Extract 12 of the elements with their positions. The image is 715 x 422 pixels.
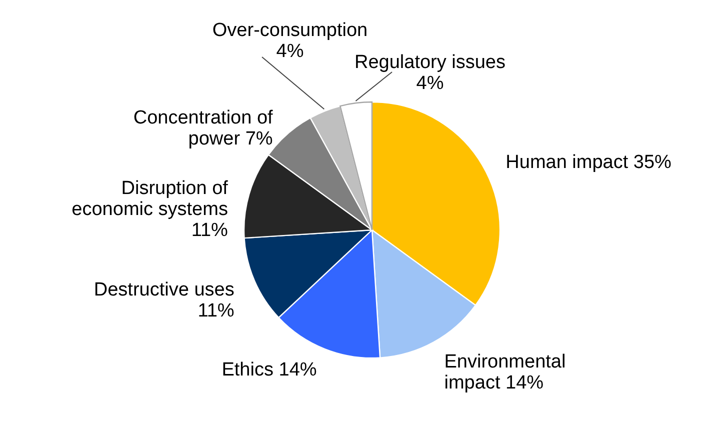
slice-label: Destructive uses bbox=[94, 280, 234, 301]
slice-label: Over-consumption bbox=[212, 20, 368, 41]
slice-label: Human impact 35% bbox=[506, 152, 672, 173]
data-label: 4% bbox=[276, 41, 304, 62]
slice-label: Disruption of economic systems bbox=[72, 178, 229, 220]
data-label: 11% bbox=[198, 300, 234, 322]
slice-label: Regulatory issues bbox=[354, 52, 506, 73]
slice-label: Concentration of power 7% bbox=[133, 107, 274, 150]
slice-label: Ethics 14% bbox=[222, 359, 317, 380]
slice-label: Environmental impact 14% bbox=[444, 351, 566, 394]
data-label: 11% bbox=[191, 220, 228, 242]
data-label: 4% bbox=[416, 73, 444, 94]
